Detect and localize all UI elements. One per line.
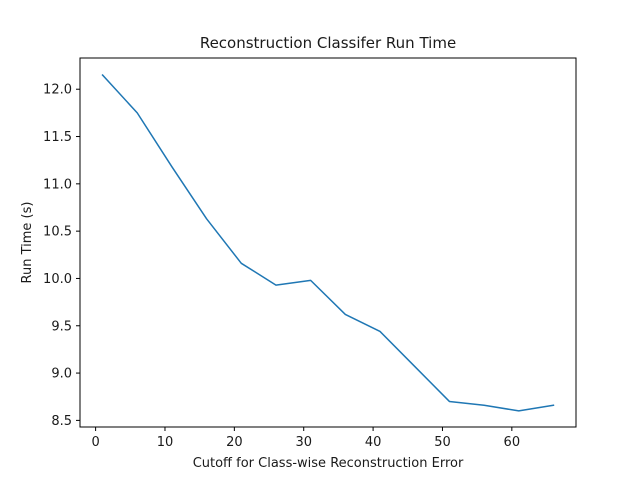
y-tick-label: 10.5 bbox=[43, 225, 72, 240]
y-tick-label: 11.0 bbox=[43, 177, 72, 192]
y-tick-label: 8.5 bbox=[51, 414, 72, 429]
y-tick-label: 9.5 bbox=[51, 319, 72, 334]
x-axis-ticks: 0 10 20 30 40 50 60 bbox=[91, 427, 520, 450]
y-axis-label: Run Time (s) bbox=[20, 202, 35, 284]
chart-title: Reconstruction Classifer Run Time bbox=[200, 34, 456, 52]
series-line-0 bbox=[101, 73, 555, 412]
x-tick-label: 40 bbox=[365, 435, 382, 450]
x-axis-label: Cutoff for Class-wise Reconstruction Err… bbox=[193, 456, 464, 471]
x-tick-label: 60 bbox=[504, 435, 521, 450]
x-tick-label: 0 bbox=[91, 435, 99, 450]
y-tick-label: 12.0 bbox=[43, 83, 72, 98]
y-tick-label: 10.0 bbox=[43, 272, 72, 287]
y-tick-label: 11.5 bbox=[43, 130, 72, 145]
plot-area bbox=[79, 57, 577, 428]
y-axis-ticks: 8.5 9.0 9.5 10.0 10.5 11.0 11.5 12.0 bbox=[43, 83, 80, 429]
x-tick-label: 10 bbox=[157, 435, 174, 450]
x-tick-label: 50 bbox=[434, 435, 451, 450]
y-tick-label: 9.0 bbox=[51, 367, 72, 382]
x-tick-label: 30 bbox=[295, 435, 312, 450]
plot-frame bbox=[79, 57, 577, 428]
x-tick-label: 20 bbox=[226, 435, 243, 450]
